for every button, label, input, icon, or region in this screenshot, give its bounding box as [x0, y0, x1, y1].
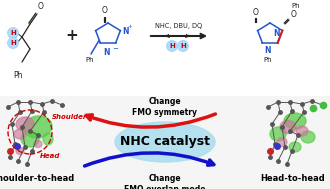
Ellipse shape: [16, 147, 24, 154]
Text: NHC catalyst: NHC catalyst: [120, 136, 210, 149]
Bar: [0, 96, 330, 189]
Text: +: +: [127, 24, 132, 29]
Ellipse shape: [34, 140, 42, 147]
Ellipse shape: [280, 121, 296, 133]
Ellipse shape: [270, 127, 286, 141]
Ellipse shape: [296, 126, 308, 136]
Circle shape: [8, 28, 18, 39]
Text: Ph: Ph: [263, 57, 272, 63]
Text: Shoulder-to-head: Shoulder-to-head: [0, 174, 75, 183]
Text: O: O: [38, 2, 44, 11]
Circle shape: [8, 37, 18, 49]
Text: N: N: [103, 48, 109, 57]
Text: N: N: [264, 46, 271, 55]
Text: Head-to-head: Head-to-head: [261, 174, 325, 183]
Ellipse shape: [24, 116, 52, 138]
Ellipse shape: [289, 142, 301, 152]
Ellipse shape: [284, 113, 306, 129]
Text: Ph: Ph: [291, 3, 300, 9]
Text: Ph: Ph: [13, 71, 23, 80]
Text: Head: Head: [40, 153, 60, 159]
Text: O: O: [253, 8, 259, 17]
Ellipse shape: [277, 138, 287, 146]
Ellipse shape: [43, 133, 53, 145]
Text: H: H: [10, 40, 16, 46]
Text: +: +: [66, 29, 79, 43]
Text: Ph: Ph: [86, 57, 94, 63]
Text: H: H: [169, 43, 175, 49]
Circle shape: [167, 40, 178, 51]
Ellipse shape: [301, 131, 315, 143]
Text: N: N: [273, 29, 280, 37]
Text: Change
FMO overlap mode: Change FMO overlap mode: [124, 174, 206, 189]
Text: O: O: [291, 10, 297, 19]
Ellipse shape: [14, 129, 26, 139]
Text: −: −: [112, 46, 118, 52]
Text: Shoulder: Shoulder: [52, 114, 87, 120]
Ellipse shape: [16, 117, 34, 131]
Ellipse shape: [115, 122, 215, 162]
Text: N: N: [122, 28, 128, 36]
Text: Change
FMO symmetry: Change FMO symmetry: [133, 97, 197, 117]
Circle shape: [178, 40, 188, 51]
Text: O: O: [102, 6, 108, 15]
Text: NHC, DBU, DQ: NHC, DBU, DQ: [155, 23, 203, 29]
Ellipse shape: [21, 131, 39, 147]
Text: H: H: [180, 43, 186, 49]
Text: H: H: [10, 30, 16, 36]
